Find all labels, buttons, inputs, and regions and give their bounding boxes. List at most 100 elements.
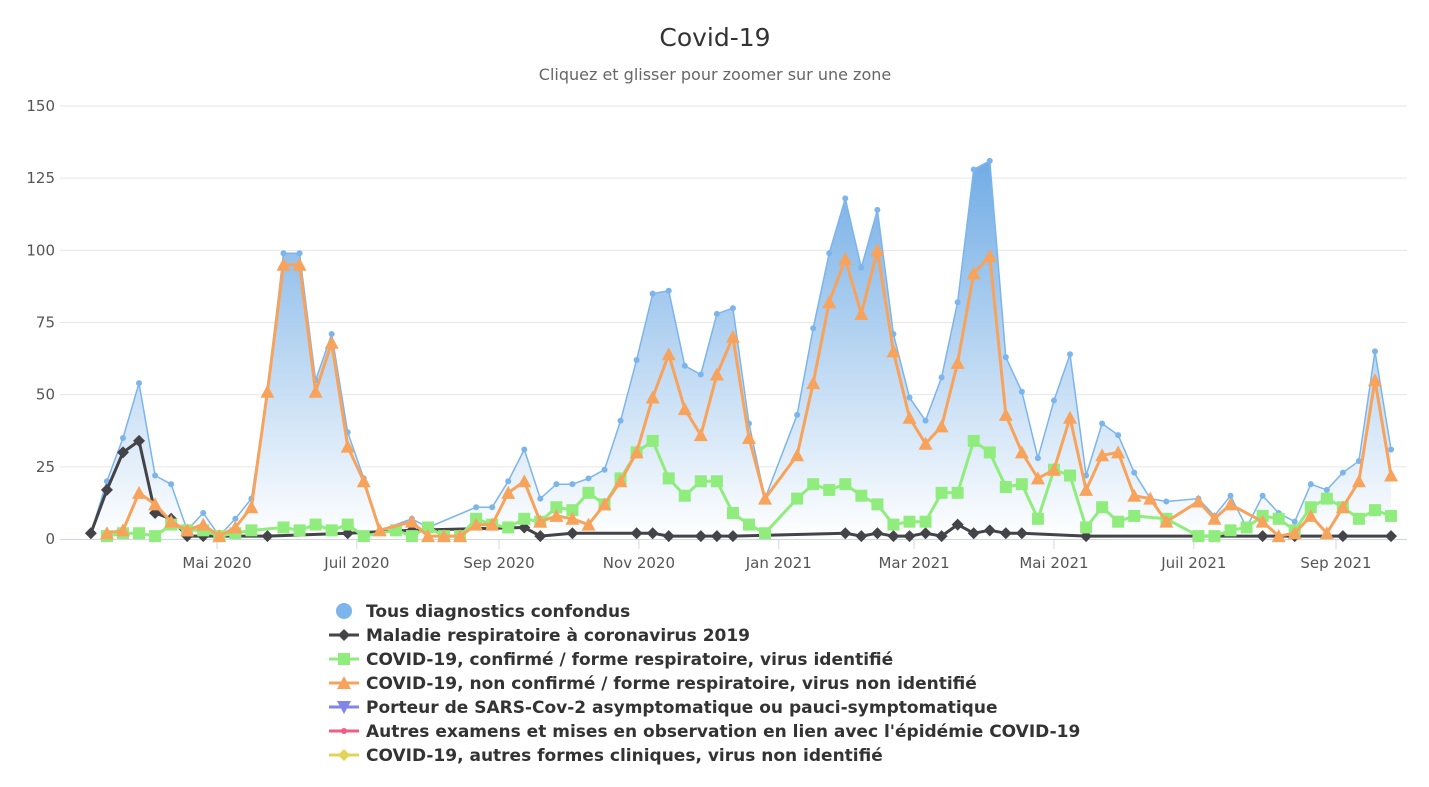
point-marker [855, 530, 868, 543]
point-marker [950, 355, 965, 369]
point-marker [356, 474, 371, 488]
point-marker [1352, 512, 1365, 525]
point-marker [212, 529, 227, 543]
legend-item[interactable]: COVID-19, autres formes cliniques, virus… [329, 746, 883, 766]
point-marker [694, 530, 707, 543]
point-marker [633, 357, 640, 364]
point-marker [665, 287, 672, 294]
point-marker [681, 362, 688, 369]
point-marker [325, 524, 338, 537]
point-marker [1115, 432, 1122, 439]
point-marker [839, 478, 852, 491]
point-marker [858, 264, 865, 271]
point-marker [790, 448, 805, 462]
point-marker [838, 251, 853, 265]
point-marker [966, 266, 981, 280]
point-marker [646, 527, 659, 540]
plot-area[interactable] [84, 157, 1399, 543]
point-marker [1307, 481, 1314, 488]
point-marker [986, 157, 993, 164]
x-tick-label: Juil 2020 [323, 554, 389, 572]
point-marker [903, 530, 916, 543]
legend-label: Tous diagnostics confondus [366, 602, 630, 622]
point-marker [1067, 351, 1074, 358]
point-marker [709, 367, 724, 381]
point-marker [502, 521, 515, 534]
point-marker [1303, 508, 1318, 522]
point-marker [404, 514, 419, 528]
point-marker [1128, 509, 1141, 522]
point-marker [245, 524, 258, 537]
point-marker [534, 530, 547, 543]
point-marker [823, 483, 836, 496]
point-marker [164, 514, 179, 528]
point-marker [597, 497, 612, 511]
point-marker [308, 384, 323, 398]
point-marker [951, 518, 964, 531]
point-marker [1371, 348, 1378, 355]
point-marker [280, 250, 287, 257]
point-marker [338, 653, 350, 665]
point-marker [357, 530, 370, 543]
point-marker [489, 504, 496, 511]
point-marker [372, 523, 387, 537]
point-marker [662, 472, 675, 485]
x-axis: Mai 2020 Juil 2020 Sep 2020 Nov 2020 Jan 202… [60, 539, 1407, 572]
point-marker [180, 523, 195, 537]
series-2 [100, 434, 1398, 543]
point-marker [453, 529, 468, 543]
point-marker [338, 629, 350, 641]
point-marker [1368, 504, 1381, 517]
point-marker [1096, 501, 1109, 514]
point-marker [1323, 486, 1330, 493]
point-marker [152, 472, 159, 479]
point-marker [581, 517, 596, 531]
point-marker [1336, 530, 1349, 543]
legend-label: COVID-19, non confirmé / forme respirato… [366, 674, 977, 694]
point-marker [1014, 445, 1029, 459]
point-marker [629, 445, 644, 459]
point-marker [566, 504, 579, 517]
point-marker [518, 512, 531, 525]
point-marker [601, 466, 608, 473]
point-marker [935, 486, 948, 499]
point-marker [1339, 469, 1346, 476]
point-marker [260, 384, 275, 398]
legend-item[interactable]: Autres examens et mises en observation e… [329, 722, 1080, 742]
point-marker [1223, 497, 1238, 511]
point-marker [902, 410, 917, 424]
point-marker [826, 250, 833, 257]
point-marker [661, 347, 676, 361]
point-marker [116, 446, 129, 459]
point-marker [649, 290, 656, 297]
point-marker [1191, 494, 1206, 508]
legend-item[interactable]: COVID-19, non confirmé / forme respirato… [329, 674, 977, 694]
point-marker [338, 749, 350, 761]
point-marker [970, 166, 977, 173]
point-marker [133, 527, 146, 540]
legend-item[interactable]: Maladie respiratoire à coronavirus 2019 [329, 626, 750, 646]
chart-subtitle: Cliquez et glisser pour zoomer sur une z… [539, 65, 891, 84]
legend-item[interactable]: COVID-19, confirmé / forme respiratoire,… [329, 650, 893, 670]
point-marker [485, 517, 500, 531]
legend-label: Porteur de SARS-Cov-2 asymptomatique ou … [366, 698, 997, 718]
point-marker [1335, 500, 1350, 514]
point-marker [919, 515, 932, 528]
point-marker [517, 474, 532, 488]
series-3 [99, 243, 1399, 543]
y-axis: 0 25 50 75 100 125 150 [26, 97, 55, 548]
legend-item[interactable]: Porteur de SARS-Cov-2 asymptomatique ou … [329, 698, 997, 718]
point-marker [1224, 524, 1237, 537]
point-marker [292, 257, 307, 271]
point-marker [405, 530, 418, 543]
point-marker [646, 434, 659, 447]
point-marker [473, 504, 480, 511]
point-marker [132, 485, 147, 499]
point-marker [328, 331, 335, 338]
point-marker [232, 515, 239, 522]
legend-item[interactable]: Tous diagnostics confondus [329, 602, 630, 622]
point-marker [999, 481, 1012, 494]
point-marker [1367, 373, 1382, 387]
point-marker [336, 603, 352, 619]
